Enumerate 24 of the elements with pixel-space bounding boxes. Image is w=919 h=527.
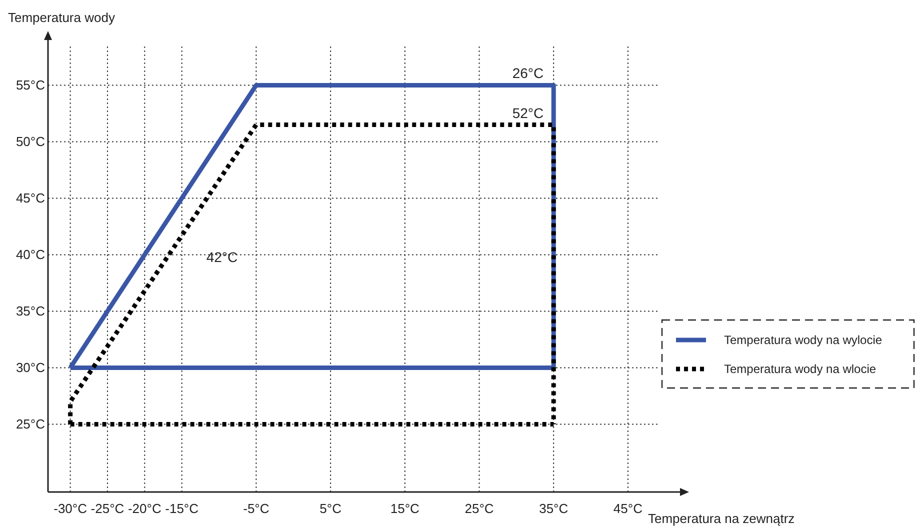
x-tick-label: 5°C <box>320 501 342 516</box>
x-tick-label: 35°C <box>539 501 568 516</box>
y-tick-label: 45°C <box>16 190 45 206</box>
x-tick-label: -25°C <box>90 501 124 516</box>
x-tick-label: -5°C <box>243 501 270 516</box>
x-tick-label: -30°C <box>54 501 87 516</box>
legend-label: Temperatura wody na wylocie <box>724 333 882 347</box>
x-tick-label: 25°C <box>464 501 494 516</box>
annotation: 26°C <box>512 65 544 81</box>
x-tick-label: 45°C <box>613 501 642 516</box>
y-axis-title: Temperatura wody <box>8 10 116 25</box>
y-tick-label: 30°C <box>16 360 45 375</box>
y-tick-label: 55°C <box>16 77 45 92</box>
annotation: 42°C <box>206 249 238 265</box>
y-tick-label: 25°C <box>16 416 45 432</box>
legend-label: Temperatura wody na wlocie <box>724 362 876 376</box>
y-tick-label: 50°C <box>16 134 45 149</box>
y-tick-label: 35°C <box>16 303 45 318</box>
y-tick-label: 40°C <box>16 246 45 262</box>
annotation: 52°C <box>512 105 544 121</box>
x-axis-title: Temperatura na zewnątrz <box>648 511 795 526</box>
x-tick-label: 15°C <box>390 501 420 516</box>
x-tick-label: -15°C <box>165 501 199 516</box>
x-tick-label: -20°C <box>128 501 162 516</box>
